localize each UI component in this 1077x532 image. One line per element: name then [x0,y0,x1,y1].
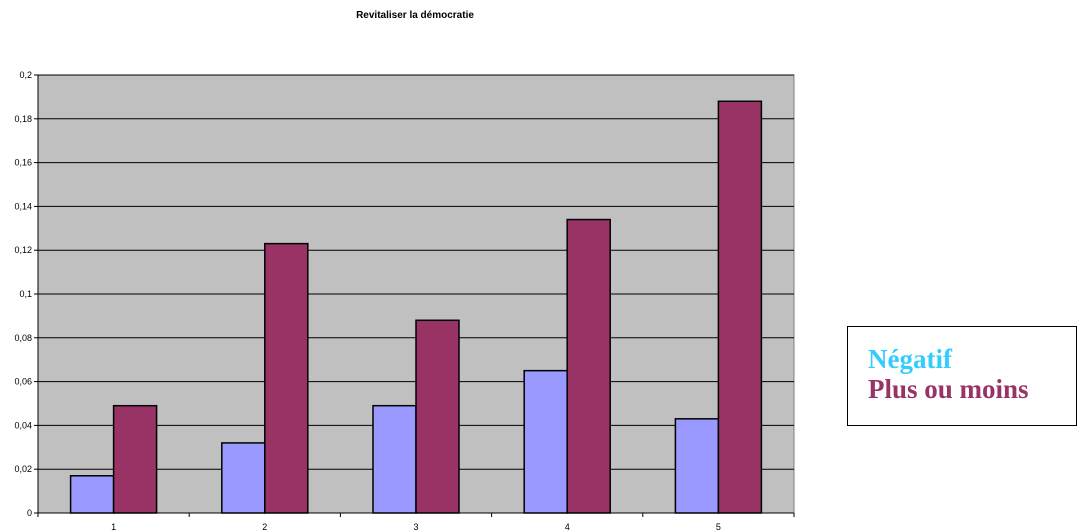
x-tick-label: 5 [716,522,721,532]
y-tick-label: 0,18 [14,114,32,124]
y-tick-labels: 0 0,02 0,04 0,06 0,08 0,1 0,12 0,14 0,16 0,18 0,2 [14,70,32,518]
bar-negatif [69,475,115,514]
bars [69,100,763,514]
y-tick-label: 0,08 [14,333,32,343]
bar-plus-ou-moins [717,100,763,514]
bar-negatif [221,442,266,514]
bar-negatif [674,418,720,514]
bar-plus-ou-moins [415,319,460,514]
bar-plus-ou-moins [112,404,158,514]
y-tick-label: 0,02 [14,464,32,474]
x-tick-labels: 1 2 3 4 5 [111,522,721,532]
y-tick-label: 0,14 [14,201,32,211]
x-tick-label: 4 [565,522,570,532]
legend: Négatif Plus ou moins [847,326,1077,426]
y-tick-label: 0,04 [14,420,32,430]
y-tick-label: 0,2 [19,70,32,80]
axes [34,74,795,517]
x-tick-label: 2 [262,522,267,532]
bar-plus-ou-moins [264,242,309,514]
x-tick-label: 1 [111,522,116,532]
bar-plus-ou-moins [566,218,611,514]
legend-entry-negatif: Négatif [868,344,952,374]
chart-title: Revitaliser la démocratie [356,10,474,21]
y-tick-label: 0,06 [14,377,32,387]
bar-negatif [523,369,568,514]
y-tick-label: 0,16 [14,158,32,168]
y-tick-label: 0,1 [19,289,32,299]
bar-negatif [372,404,417,514]
x-tick-label: 3 [413,522,418,532]
y-tick-label: 0,12 [14,245,32,255]
legend-entry-plus-ou-moins: Plus ou moins [868,374,1029,404]
y-tick-label: 0 [27,508,32,518]
